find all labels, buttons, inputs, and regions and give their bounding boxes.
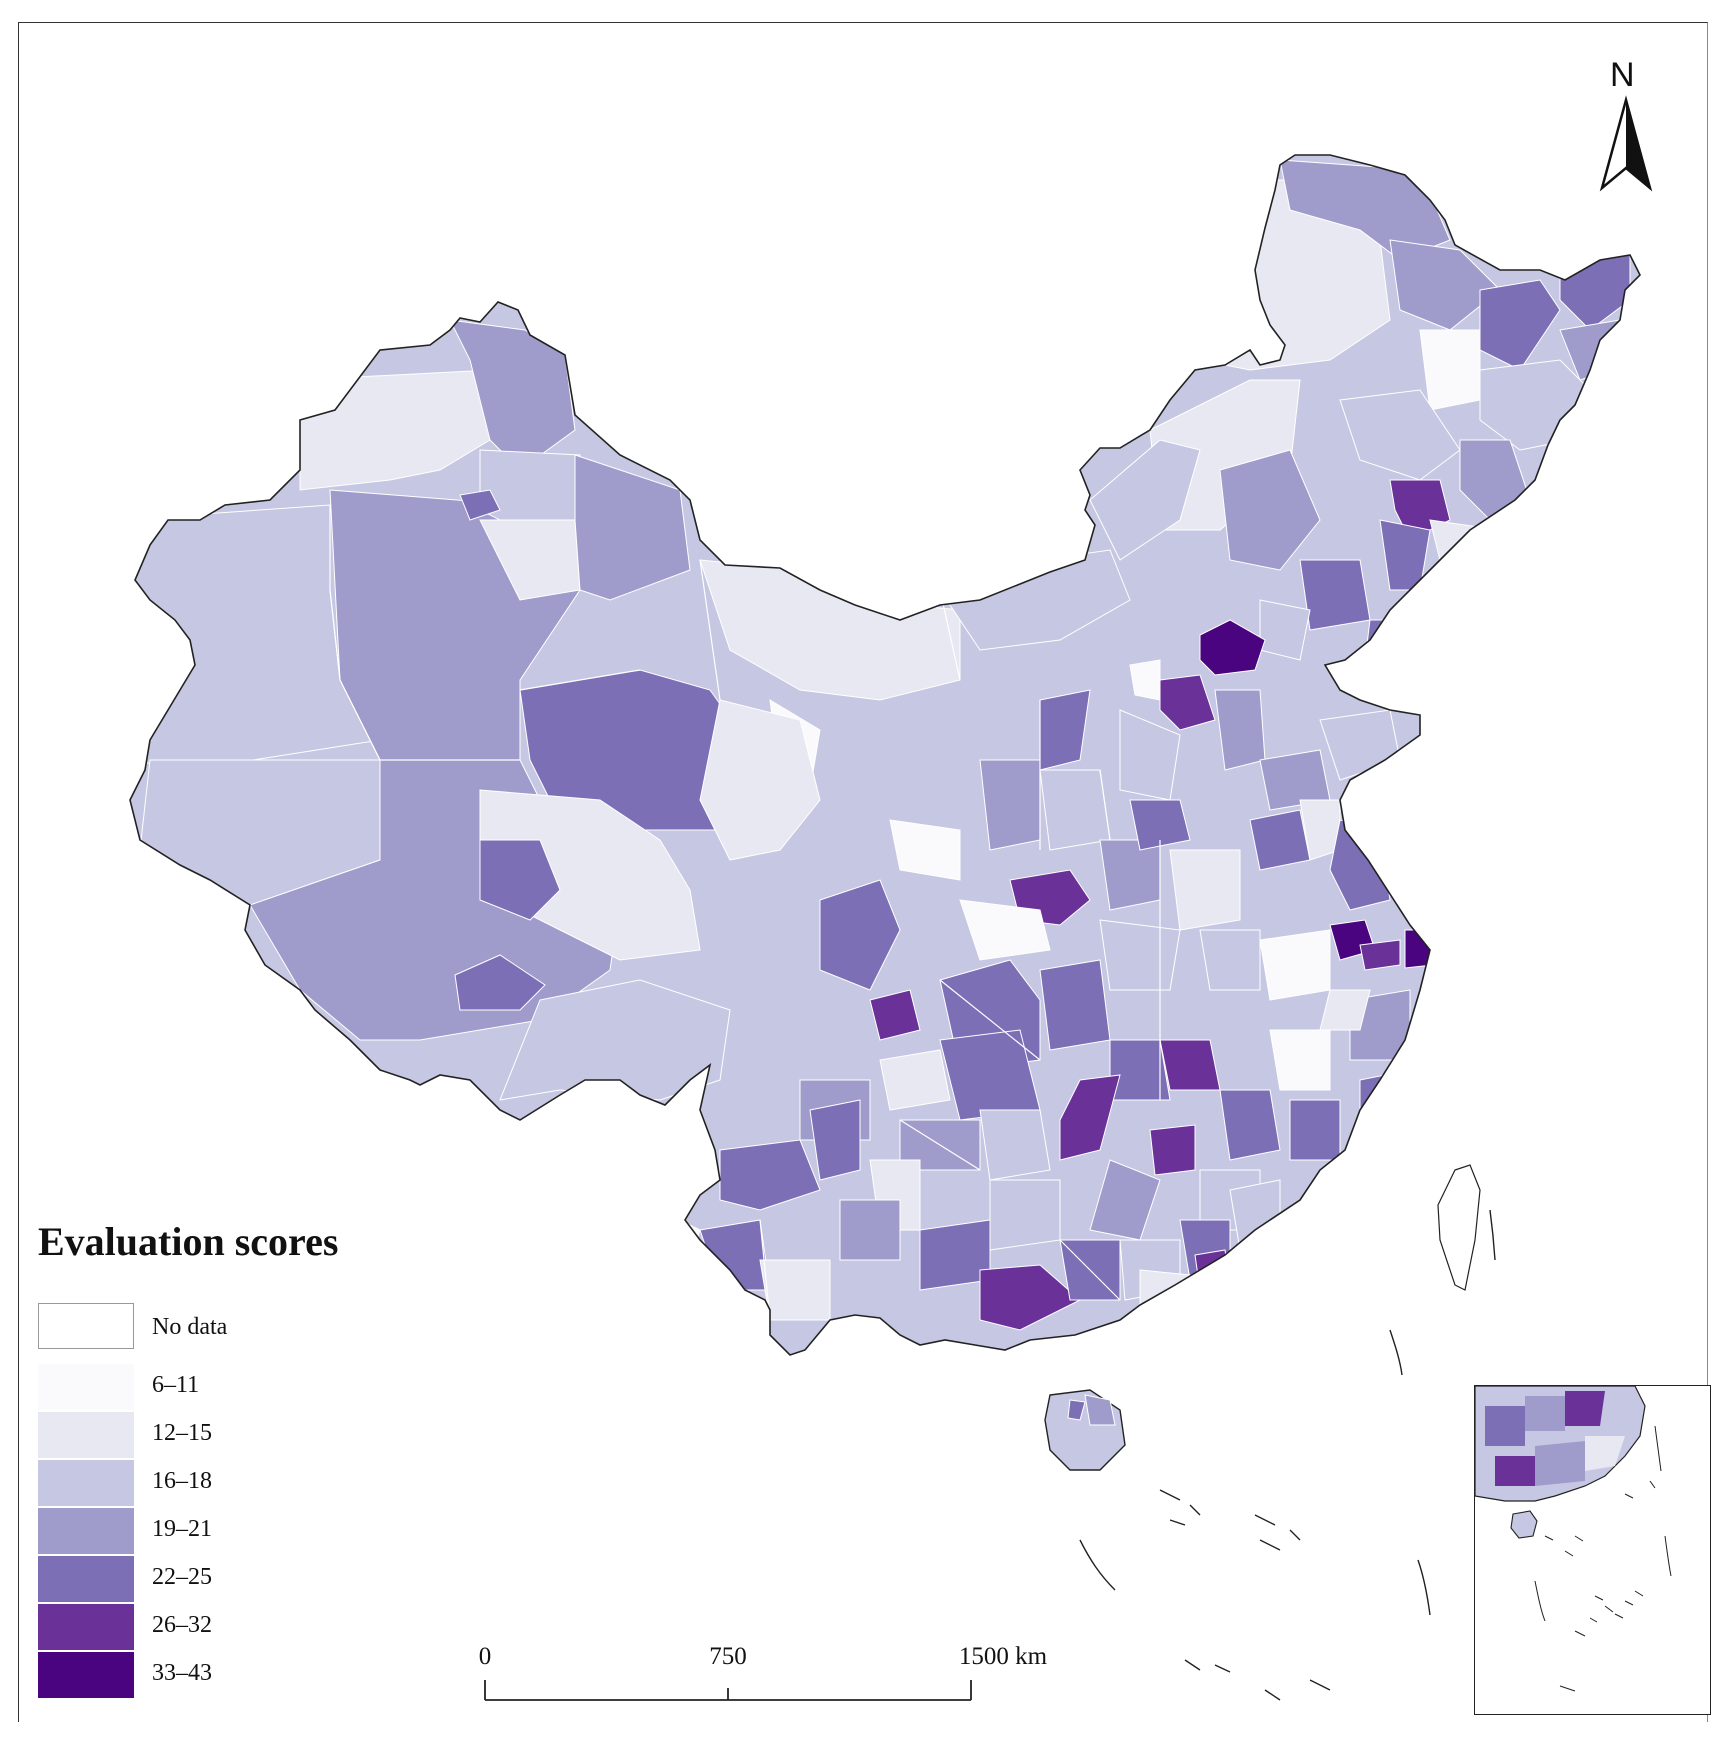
- map-region: [1389, 239, 1501, 331]
- map-region: [1479, 279, 1561, 371]
- scale-label: 750: [709, 1643, 747, 1670]
- inset-map: [1474, 1385, 1711, 1715]
- map-region: [1339, 389, 1461, 481]
- legend-label: 26–32: [152, 1612, 212, 1638]
- inset-islands: [1534, 1425, 1672, 1692]
- map-region: [979, 1109, 1051, 1181]
- map-region: [699, 1219, 771, 1291]
- map-region: [1059, 1074, 1121, 1161]
- map-region: [1199, 929, 1261, 991]
- inset-region: [1495, 1456, 1535, 1486]
- legend-swatch: [38, 1652, 134, 1698]
- map-region: [1419, 329, 1481, 411]
- legend-swatch: [38, 1508, 134, 1554]
- inset-region: [1535, 1441, 1585, 1486]
- legend-label: 6–11: [152, 1372, 200, 1398]
- map-region: [719, 1139, 821, 1211]
- legend-label: 33–43: [152, 1660, 212, 1686]
- map-region: [839, 1199, 901, 1261]
- map-region: [1109, 1039, 1171, 1101]
- legend-swatch: [38, 1364, 134, 1410]
- map-region: [1199, 619, 1266, 676]
- map-region: [1259, 599, 1311, 661]
- map-region: [1249, 809, 1311, 871]
- map-region: [479, 839, 561, 921]
- north-arrow-icon: [1599, 95, 1653, 192]
- map-region: [1099, 919, 1181, 991]
- map-region: [1299, 559, 1371, 631]
- legend-label: 16–18: [152, 1468, 212, 1494]
- map-region: [869, 989, 921, 1041]
- map-region: [1149, 1124, 1196, 1176]
- map-region: [459, 489, 501, 521]
- map-region: [1364, 619, 1421, 671]
- taiwan-island: [1437, 1164, 1481, 1291]
- north-label: N: [1610, 56, 1635, 94]
- map-region: [454, 954, 546, 1011]
- map-region: [979, 759, 1041, 851]
- map-region: [1159, 674, 1216, 731]
- map-region: [1169, 849, 1241, 931]
- legend-label: 19–21: [152, 1516, 212, 1542]
- inset-hainan: [1510, 1510, 1538, 1539]
- legend-swatch: [38, 1604, 134, 1650]
- region-borders: [329, 505, 1161, 1321]
- map-region: [479, 449, 581, 531]
- legend-swatch: [38, 1412, 134, 1458]
- scale-label: 0: [478, 1643, 492, 1670]
- map-region: [1219, 1089, 1281, 1161]
- scale-label: 1500 km: [958, 1643, 1048, 1670]
- map-region: [1359, 939, 1401, 971]
- map-region: [989, 1179, 1061, 1251]
- map-region: [809, 1099, 861, 1181]
- map-region: [1289, 1099, 1341, 1161]
- map-region: [1099, 839, 1161, 911]
- legend-label-no-data: No data: [152, 1314, 228, 1340]
- hainan-region: [1067, 1399, 1086, 1421]
- map-region: [1319, 989, 1371, 1031]
- inset-region: [1485, 1406, 1525, 1446]
- map-region: [1159, 1039, 1221, 1091]
- legend-swatch-no-data: [38, 1303, 134, 1349]
- scale-bar: [484, 1680, 972, 1701]
- map-region: [1219, 449, 1321, 571]
- map-region: [1129, 659, 1161, 701]
- map-region: [1039, 769, 1111, 851]
- map-region: [819, 879, 901, 991]
- inset-region: [1525, 1396, 1565, 1431]
- map-region: [1359, 1069, 1411, 1141]
- map-region: [889, 819, 961, 881]
- map-region: [1089, 439, 1201, 561]
- legend-title: Evaluation scores: [38, 1219, 339, 1264]
- inset-region: [1585, 1436, 1625, 1471]
- inset-region: [1565, 1391, 1605, 1426]
- map-frame: [18, 22, 1708, 1722]
- map-region: [959, 899, 1051, 961]
- hainan-region: [1084, 1394, 1116, 1426]
- map-region: [879, 1049, 951, 1111]
- map-region: [979, 1264, 1081, 1331]
- south-sea-islands: [1079, 1209, 1496, 1701]
- map-region: [1039, 959, 1111, 1051]
- map-region: [1269, 1029, 1331, 1091]
- legend-swatch: [38, 1556, 134, 1602]
- map-region: [1259, 929, 1331, 1001]
- inset-map-svg: [1475, 1386, 1672, 1692]
- map-region: [699, 699, 821, 861]
- map-region: [1139, 1269, 1191, 1321]
- legend-swatch: [38, 1460, 134, 1506]
- legend-label: 12–15: [152, 1420, 212, 1446]
- legend-label: 22–25: [152, 1564, 212, 1590]
- map-region: [1129, 799, 1191, 851]
